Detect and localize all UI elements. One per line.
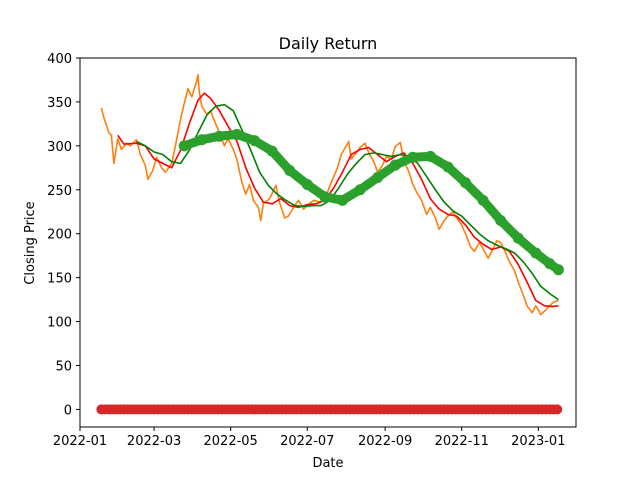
ma-100-point bbox=[354, 184, 366, 196]
ma-10-line bbox=[117, 92, 559, 308]
ma-100-point bbox=[477, 194, 489, 206]
ma-100-point bbox=[231, 128, 243, 140]
ma-100-point bbox=[544, 258, 556, 270]
ma-100-point bbox=[552, 264, 564, 276]
x-tick-label: 2023-01 bbox=[511, 434, 565, 449]
ma-100-point bbox=[336, 194, 348, 206]
x-tick-label: 2022-05 bbox=[204, 434, 258, 449]
ma-100-point bbox=[407, 151, 419, 163]
ma-20-line bbox=[136, 103, 559, 301]
ma-100-point bbox=[459, 177, 471, 189]
ma-100-point bbox=[266, 145, 278, 157]
x-tick-label: 2022-07 bbox=[280, 434, 334, 449]
y-tick-label: 50 bbox=[55, 360, 72, 375]
ma-100-point bbox=[389, 159, 401, 171]
ma-100-point bbox=[530, 247, 542, 259]
x-tick-label: 2022-09 bbox=[358, 434, 412, 449]
ma-100-point bbox=[512, 232, 524, 244]
y-tick-label: 150 bbox=[47, 272, 72, 287]
x-tick-label: 2022-03 bbox=[127, 434, 181, 449]
y-axis: 0 50 100 150 200 250 300 350 400 bbox=[47, 52, 80, 418]
y-tick-label: 100 bbox=[47, 316, 72, 331]
ma-100-point bbox=[213, 130, 225, 142]
chart-title: Daily Return bbox=[279, 34, 378, 53]
ma-100-point bbox=[495, 215, 507, 227]
ma-100-point bbox=[301, 179, 313, 191]
ma-100-point bbox=[424, 150, 436, 162]
daily-return-marker bbox=[552, 404, 563, 415]
ma-100-point bbox=[196, 134, 208, 146]
x-tick-label: 2022-01 bbox=[53, 434, 107, 449]
y-tick-label: 0 bbox=[64, 403, 72, 418]
y-tick-label: 250 bbox=[47, 184, 72, 199]
ma-100-point bbox=[249, 135, 261, 147]
y-axis-label: Closing Price bbox=[23, 201, 38, 284]
ma-100-point bbox=[284, 164, 296, 176]
ma-100-point bbox=[319, 191, 331, 203]
y-tick-label: 350 bbox=[47, 96, 72, 111]
ma-100-point bbox=[372, 171, 384, 183]
y-tick-label: 400 bbox=[47, 52, 72, 67]
plot-area bbox=[96, 73, 564, 415]
x-axis-label: Date bbox=[312, 456, 343, 471]
y-tick-label: 200 bbox=[47, 228, 72, 243]
y-tick-label: 300 bbox=[47, 140, 72, 155]
x-tick-label: 2022-11 bbox=[435, 434, 489, 449]
ma-100-point bbox=[178, 140, 190, 152]
ma-100-point bbox=[442, 161, 454, 173]
x-axis: 2022-01 2022-03 2022-05 2022-07 2022-09 2022-… bbox=[53, 427, 565, 449]
axes-frame bbox=[79, 57, 577, 428]
